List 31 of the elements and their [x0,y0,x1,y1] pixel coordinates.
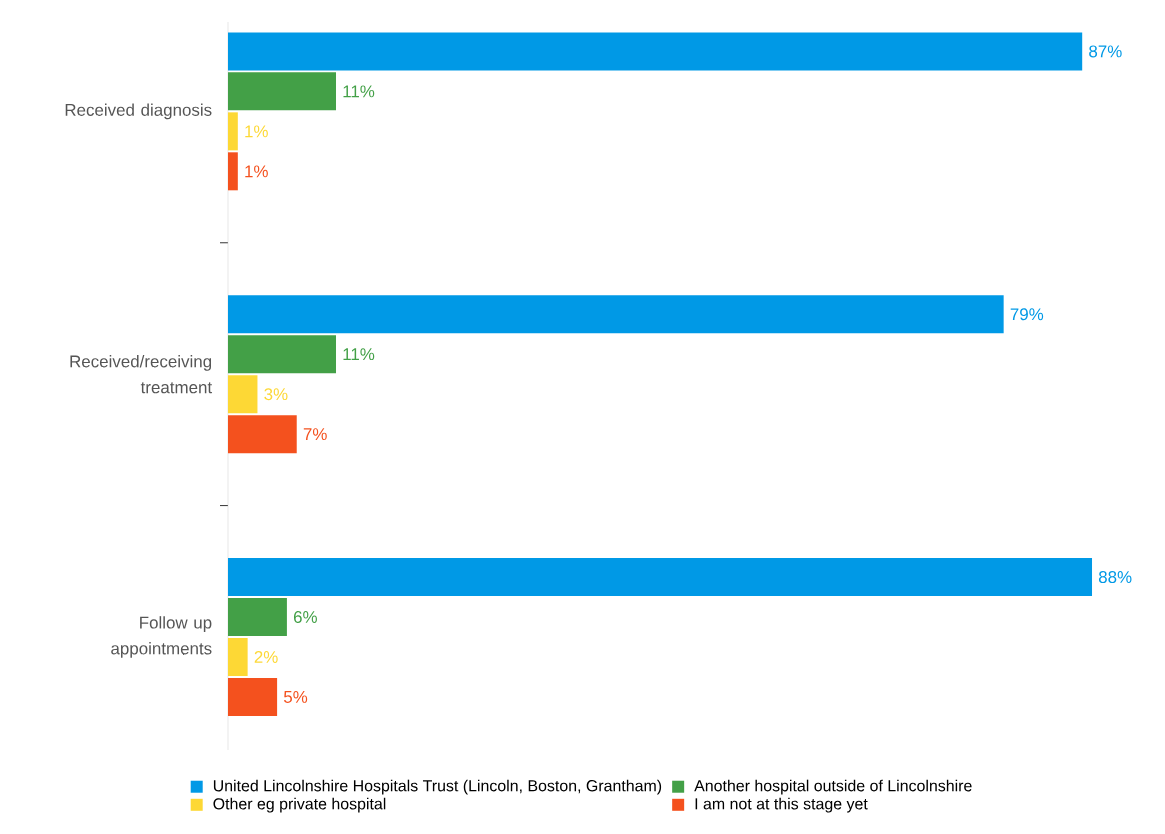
data-label: 7% [303,428,327,441]
bar [228,335,336,374]
bar [228,112,238,151]
legend-label: I am not at this stage yet [695,797,868,813]
data-label: 79% [1010,308,1044,321]
y-tick-label: Follow up appointments [111,616,212,658]
y-tick-label: Received/receiving treatment [70,355,213,394]
bar [228,375,258,414]
data-label: 11% [343,348,375,361]
bar [228,558,1093,597]
data-label: 1% [245,165,268,178]
data-label: 88% [1098,571,1132,584]
legend-label: Other eg private hospital [213,797,386,813]
y-tick-label: Received diagnosis [65,103,212,120]
data-label: 87% [1089,45,1122,58]
bar [228,637,248,676]
bar [228,415,297,454]
bar [228,295,1004,334]
bar [228,152,238,191]
data-label: 5% [283,691,308,703]
data-label: 1% [245,125,268,138]
bar [228,72,336,111]
bar [228,32,1083,71]
legend-label: United Lincolnshire Hospitals Trust (Lincoln, Boston, Grantham) [213,779,662,795]
bar [228,598,287,637]
data-label: 11% [343,85,375,98]
data-label: 2% [254,651,278,663]
legend-label: Another hospital outside of Lincolnshire [694,779,972,795]
data-label: 3% [264,388,288,401]
data-label: 6% [293,611,317,624]
bar [228,677,278,716]
